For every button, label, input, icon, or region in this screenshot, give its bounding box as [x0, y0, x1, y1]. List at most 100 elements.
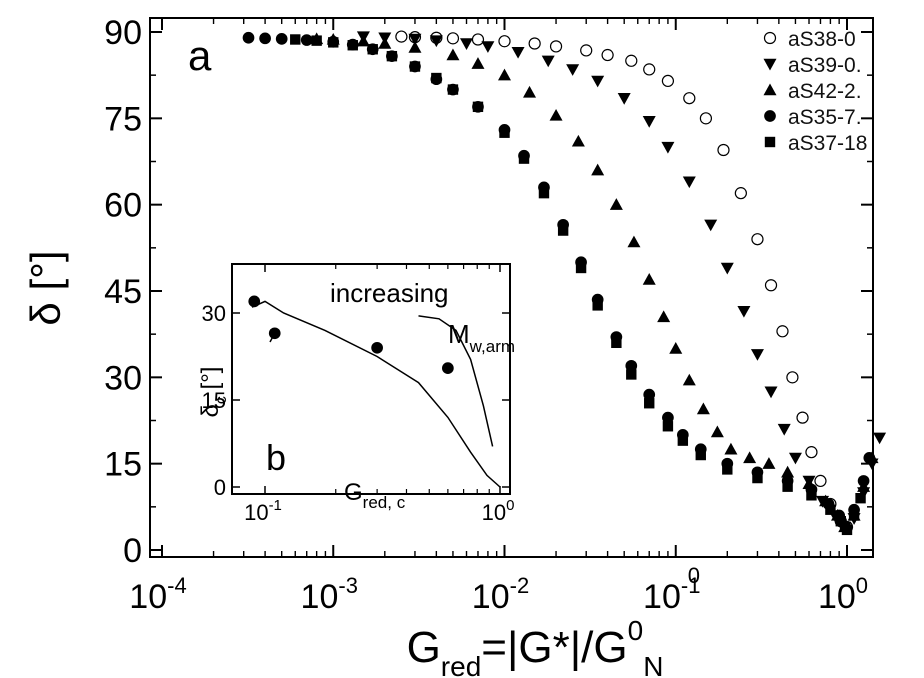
legend-marker — [763, 83, 777, 96]
data-point — [695, 449, 706, 461]
data-point — [511, 46, 525, 59]
legend-marker — [764, 110, 776, 122]
data-point — [743, 451, 757, 464]
data-point — [776, 325, 789, 338]
panel-label-b: b — [266, 437, 286, 478]
data-point — [328, 37, 339, 48]
x-tick-label: 10-4 — [129, 573, 186, 616]
data-point — [750, 349, 764, 361]
data-point — [788, 452, 802, 465]
data-point — [446, 48, 460, 61]
data-point — [696, 402, 710, 415]
data-point — [752, 472, 763, 484]
data-point — [796, 411, 809, 424]
data-point — [717, 143, 730, 157]
legend-marker — [763, 58, 777, 71]
data-point — [408, 41, 422, 53]
data-point — [367, 44, 378, 55]
y-tick-label: 90 — [104, 14, 142, 52]
inset-y-tick-label: 15 — [202, 388, 226, 413]
legend-label: aS39-0. — [788, 54, 862, 77]
data-point — [601, 48, 614, 62]
data-point — [290, 34, 301, 45]
data-point — [472, 101, 484, 113]
data-point — [347, 40, 358, 51]
data-point — [848, 510, 860, 521]
data-point — [764, 279, 778, 292]
data-point — [642, 116, 656, 128]
data-point — [518, 153, 530, 164]
legend-marker — [764, 136, 776, 148]
data-point — [431, 72, 442, 84]
data-point — [592, 300, 603, 311]
inset-data-point — [248, 295, 261, 308]
data-point — [557, 225, 569, 236]
data-point — [617, 92, 631, 105]
legend: aS38-0 aS39-0. aS42-2. aS35-7. aS37-18 — [763, 28, 867, 155]
legend-label: aS38-0 — [788, 28, 856, 51]
legend-label: aS37-18 — [788, 132, 867, 155]
data-point — [591, 163, 605, 176]
data-point — [311, 35, 322, 46]
data-point — [710, 425, 724, 438]
data-point — [528, 37, 541, 50]
data-point — [737, 305, 751, 318]
data-point — [805, 446, 818, 459]
data-point — [471, 33, 485, 46]
data-point — [549, 108, 563, 121]
x-tick-label: 10-3 — [301, 573, 358, 616]
data-point — [762, 457, 776, 469]
data-point — [683, 92, 696, 105]
data-point — [786, 371, 799, 384]
inset-y-axis-title: δc [°] — [197, 367, 230, 418]
plot-frame — [149, 17, 874, 558]
data-point — [722, 464, 733, 475]
data-point — [429, 35, 443, 48]
data-point — [677, 435, 689, 446]
panel-label-a: a — [188, 32, 212, 79]
data-point — [300, 34, 313, 46]
x-axis-title: Gred=|G*|/G0N — [407, 615, 664, 678]
data-point — [661, 74, 675, 88]
data-point — [471, 57, 485, 69]
data-point — [408, 33, 422, 46]
data-point — [855, 493, 866, 504]
data-point — [259, 32, 271, 45]
data-point — [447, 84, 459, 95]
y-tick-label: 30 — [104, 359, 142, 397]
legend-label: aS42-2. — [788, 80, 862, 103]
data-point — [734, 187, 747, 200]
data-point — [777, 423, 791, 436]
inset-x-tick-label: 10-1 — [244, 497, 282, 525]
inset-y-tick-label: 30 — [202, 301, 226, 326]
data-point — [549, 40, 563, 53]
main-plot: 0 15 30 45 60 75 90 10-4 10-3 10-2 10-1 100 0 Gred=|G… — [22, 14, 887, 678]
data-point — [662, 421, 674, 432]
data-point — [643, 63, 656, 76]
x-tick-label: 10-1 — [643, 573, 700, 616]
data-point — [781, 465, 795, 478]
data-point — [704, 219, 718, 232]
data-point — [806, 490, 817, 501]
data-point — [644, 398, 655, 409]
data-point — [498, 68, 511, 81]
data-point — [571, 134, 585, 147]
data-point — [782, 481, 793, 492]
data-point — [611, 337, 622, 348]
series-aS37-18 — [290, 34, 866, 536]
data-point — [724, 442, 738, 455]
data-point — [627, 235, 641, 248]
data-point — [661, 141, 675, 154]
inset-annotation-mw: Mw,arm — [448, 319, 515, 356]
legend-marker — [763, 31, 777, 45]
data-point — [835, 516, 846, 527]
data-point — [566, 64, 580, 76]
data-point — [863, 452, 876, 464]
inset-x-tick-label: 100 — [482, 497, 515, 525]
data-point — [643, 388, 656, 401]
inset-data-point — [268, 327, 281, 340]
data-point — [591, 75, 605, 88]
data-point — [642, 272, 656, 285]
x-tick-label: 100 — [818, 573, 868, 616]
x-tick-label-extra: 0 — [688, 563, 700, 588]
